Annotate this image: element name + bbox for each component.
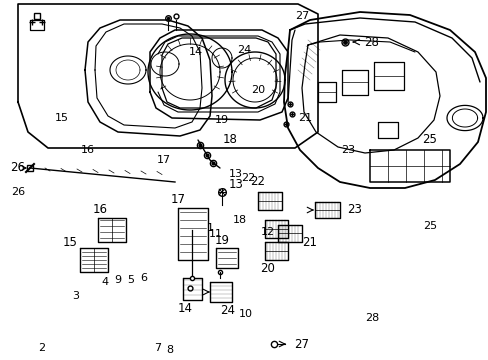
Text: 11: 11 [208,229,223,239]
Text: 22: 22 [250,175,265,189]
Text: 13: 13 [228,179,243,192]
Text: 17: 17 [157,155,171,165]
Text: 3: 3 [72,291,80,301]
Text: 19: 19 [215,115,228,125]
Text: 20: 20 [260,262,275,275]
Text: 15: 15 [62,235,77,248]
Text: 7: 7 [154,343,161,353]
Text: 14: 14 [177,301,192,315]
Text: 13: 13 [228,169,243,179]
Text: 28: 28 [364,36,379,49]
Text: 27: 27 [294,338,309,351]
Text: 17: 17 [170,193,185,207]
Text: 19: 19 [214,234,229,247]
Text: 2: 2 [39,343,45,353]
Text: 27: 27 [294,11,308,21]
Text: 5: 5 [127,275,134,285]
Text: 25: 25 [422,134,437,147]
Text: 26: 26 [10,162,25,175]
Text: 6: 6 [140,273,147,283]
Text: 20: 20 [250,85,264,95]
Text: 16: 16 [92,203,107,216]
Text: 28: 28 [364,313,378,323]
Text: 21: 21 [297,113,311,123]
Text: 8: 8 [166,345,173,355]
Text: 1: 1 [206,223,213,233]
Text: 24: 24 [220,303,235,316]
Text: 12: 12 [261,227,274,237]
Text: 23: 23 [347,203,362,216]
Text: 14: 14 [188,47,203,57]
Text: 21: 21 [302,235,317,248]
Text: 10: 10 [239,309,252,319]
Text: 23: 23 [340,145,354,155]
Text: 15: 15 [55,113,69,123]
Text: 16: 16 [81,145,95,155]
Text: 24: 24 [236,45,251,55]
Text: 9: 9 [114,275,122,285]
Text: 25: 25 [422,221,436,231]
Text: 22: 22 [241,173,255,183]
Text: 18: 18 [232,215,246,225]
Text: 26: 26 [11,187,25,197]
Text: 4: 4 [101,277,108,287]
Text: 18: 18 [222,134,237,147]
